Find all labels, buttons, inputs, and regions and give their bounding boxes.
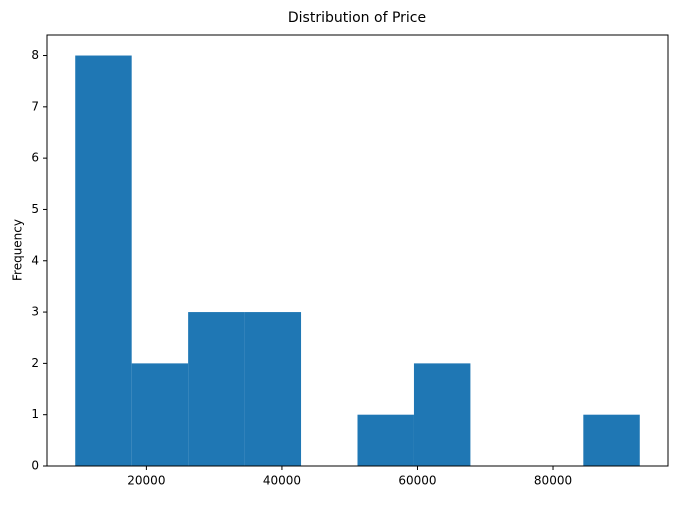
y-tick-label: 0	[31, 459, 39, 473]
bar	[583, 414, 640, 466]
y-axis-label: Frequency	[11, 219, 25, 281]
y-tick-label: 8	[31, 48, 39, 62]
y-tick-label: 6	[31, 151, 39, 165]
bar	[188, 312, 245, 466]
bar	[244, 312, 302, 466]
y-tick-label: 4	[31, 253, 39, 267]
bar	[357, 414, 414, 466]
chart-title: Distribution of Price	[288, 10, 426, 26]
x-tick-label: 80000	[534, 474, 572, 488]
y-tick-label: 1	[31, 407, 39, 421]
y-tick-label: 7	[31, 99, 39, 113]
plot-frame	[46, 34, 669, 467]
y-tick-label: 3	[31, 305, 39, 319]
bar	[75, 55, 132, 467]
y-tick-label: 5	[31, 202, 39, 216]
bar	[131, 363, 189, 466]
x-tick-label: 20000	[127, 474, 165, 488]
x-tick-label: 40000	[263, 474, 301, 488]
y-tick-label: 2	[31, 356, 39, 370]
bar	[413, 363, 471, 466]
x-tick-label: 60000	[398, 474, 436, 488]
